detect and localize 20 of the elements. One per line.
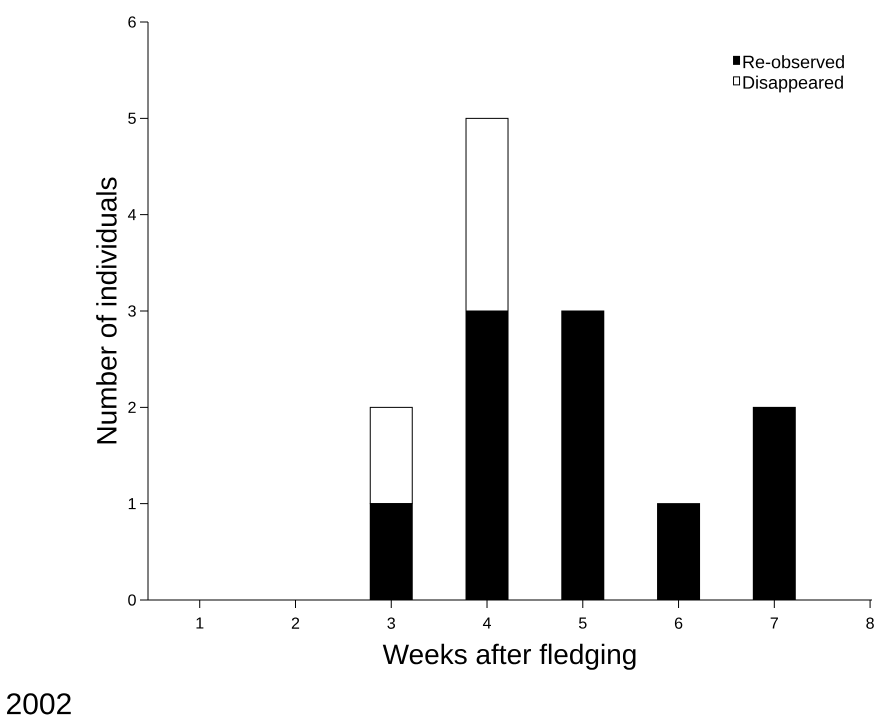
x-axis-title: Weeks after fledging: [382, 644, 636, 670]
y-tick-label: 5: [128, 112, 136, 124]
y-axis-title: Number of individuals: [96, 177, 117, 444]
x-tick-label: 4: [482, 618, 491, 629]
x-tick-label: 6: [674, 618, 682, 629]
x-tick-label: 7: [770, 618, 778, 629]
legend-label: Re-observed: [744, 55, 844, 68]
y-tick-label: 6: [128, 16, 136, 28]
y-tick-label: 3: [128, 305, 136, 317]
y-tick-label: 4: [128, 209, 136, 220]
text: 2002: [7, 693, 71, 714]
legend-label: Disappeared: [744, 76, 843, 92]
x-tick-label: 1: [196, 618, 204, 629]
y-tick-label: 0: [128, 594, 136, 606]
x-tick-label: 5: [578, 618, 587, 629]
y-tick-label: 2: [128, 402, 136, 413]
x-tick-label: 3: [387, 618, 395, 629]
y-tick-label: 1: [128, 498, 136, 510]
x-tick-label: 2: [292, 618, 300, 629]
x-tick-label: 8: [866, 618, 874, 629]
